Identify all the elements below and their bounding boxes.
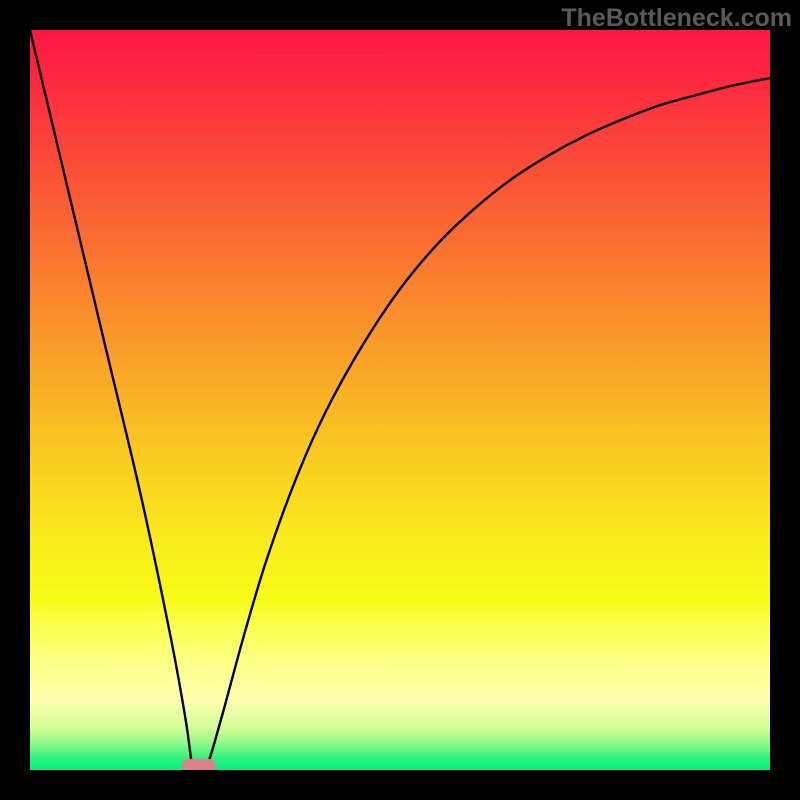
chart-background [30, 30, 770, 770]
watermark-text: TheBottleneck.com [561, 4, 792, 33]
optimal-point-marker [182, 759, 216, 770]
bottleneck-chart [30, 30, 770, 770]
chart-frame: TheBottleneck.com [0, 0, 800, 800]
